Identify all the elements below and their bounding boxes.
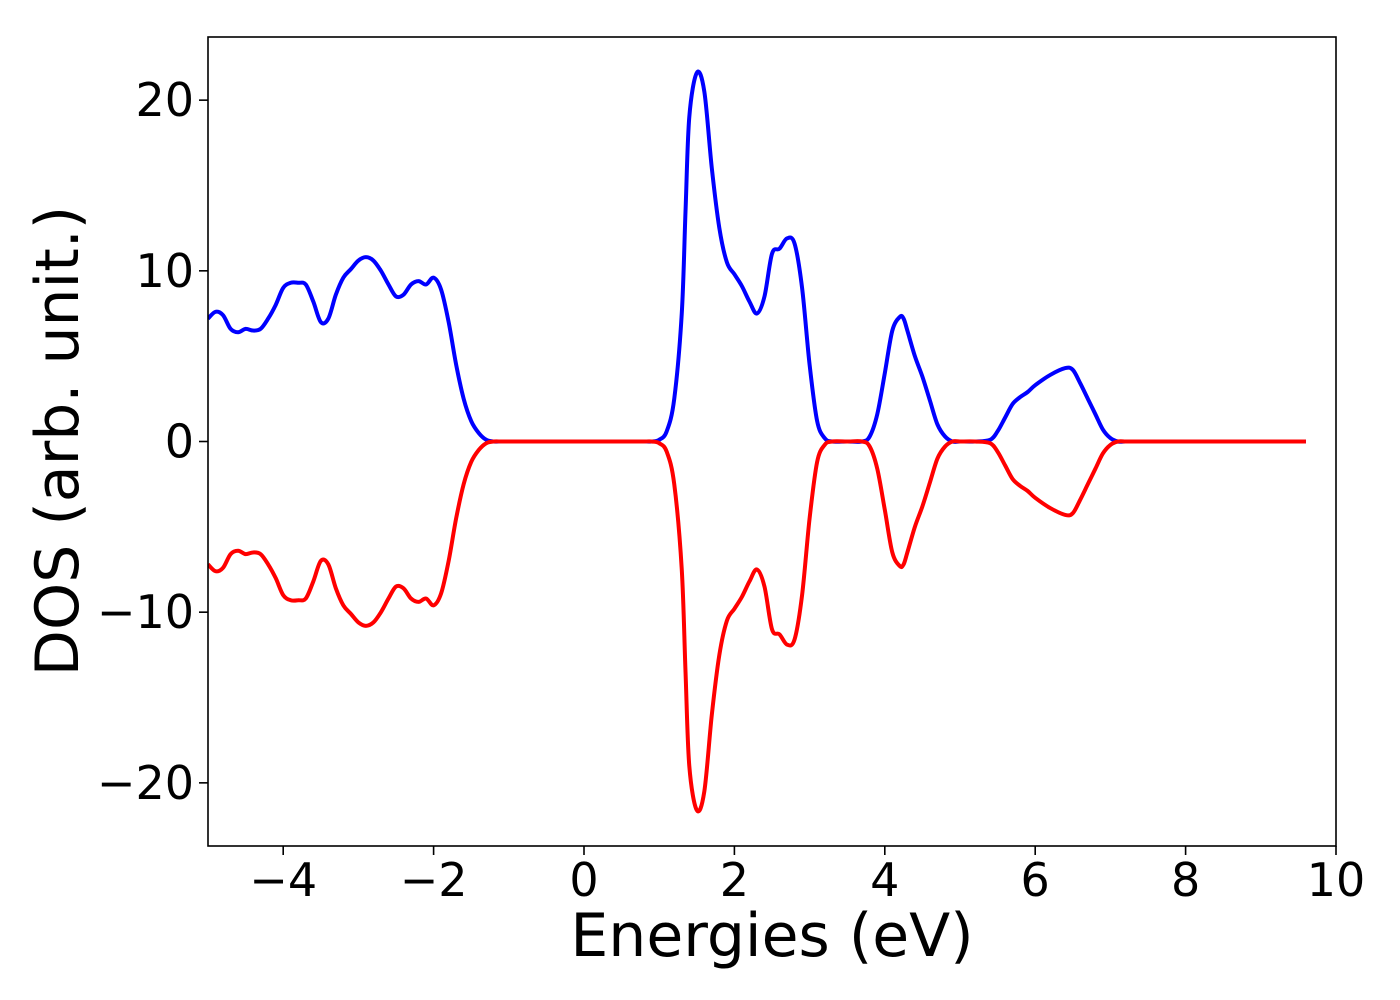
x-axis-label: Energies (eV) — [570, 901, 973, 971]
y-tick-label: −20 — [97, 756, 194, 810]
x-axis: −4 −2 0 2 4 6 8 10 — [249, 846, 1365, 907]
x-tick-label: 4 — [870, 853, 899, 907]
x-tick-label: 8 — [1171, 853, 1200, 907]
x-tick-label: 0 — [569, 853, 598, 907]
y-tick-label: 20 — [135, 73, 194, 127]
x-tick-label: −2 — [400, 853, 468, 907]
y-tick-label: −10 — [97, 585, 194, 639]
dos-series-line-1 — [208, 69, 1306, 444]
dos-series-line-2 — [208, 439, 1306, 814]
y-tick-label: 0 — [165, 415, 194, 469]
x-tick-label: 6 — [1021, 853, 1050, 907]
y-axis: 20 10 0 −10 −20 — [97, 73, 208, 810]
x-tick-label: −4 — [249, 853, 317, 907]
y-axis-label: DOS (arb. unit.) — [23, 206, 93, 676]
x-tick-label: 2 — [720, 853, 749, 907]
x-tick-label: 10 — [1307, 853, 1366, 907]
y-tick-label: 10 — [135, 244, 194, 298]
